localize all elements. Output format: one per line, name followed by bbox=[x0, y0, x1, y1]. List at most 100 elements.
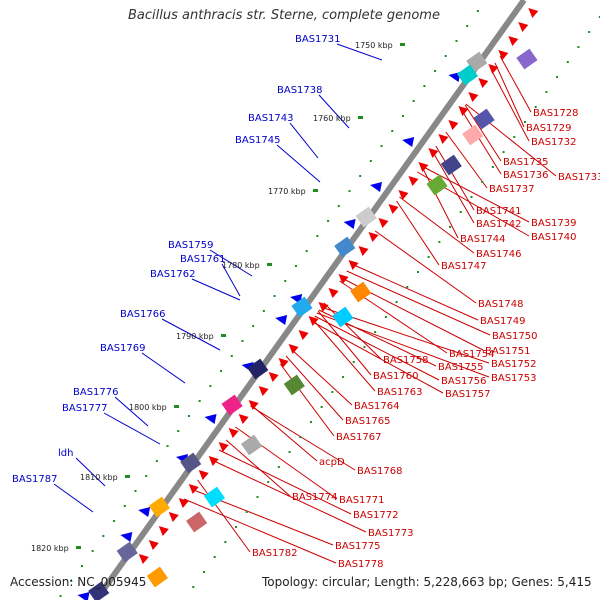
gene-label-left[interactable]: BAS1787 bbox=[12, 474, 58, 485]
forward-gene-arrow[interactable] bbox=[418, 162, 429, 172]
gene-label-right[interactable]: BAS1742 bbox=[476, 219, 522, 230]
gene-label-right[interactable]: BAS1763 bbox=[377, 387, 423, 398]
gene-label-right[interactable]: BAS1767 bbox=[336, 432, 382, 443]
gene-label-right[interactable]: BAS1748 bbox=[478, 299, 524, 310]
forward-gene-arrow[interactable] bbox=[498, 50, 509, 60]
gene-label-left[interactable]: BAS1769 bbox=[100, 343, 146, 354]
forward-gene-arrow[interactable] bbox=[348, 260, 359, 270]
gene-label-right[interactable]: BAS1746 bbox=[476, 249, 522, 260]
forward-gene-arrow[interactable] bbox=[508, 36, 519, 46]
gene-label-right[interactable]: BAS1768 bbox=[357, 466, 403, 477]
reverse-gene-arrow[interactable] bbox=[138, 507, 151, 517]
gene-label-right[interactable]: BAS1755 bbox=[438, 362, 484, 373]
gene-label-left[interactable]: BAS1738 bbox=[277, 85, 323, 96]
forward-gene-arrow[interactable] bbox=[258, 386, 269, 396]
gene-block[interactable] bbox=[462, 124, 484, 146]
gene-block[interactable] bbox=[283, 374, 305, 396]
gene-label-left[interactable]: BAS1776 bbox=[73, 387, 119, 398]
gene-label-left[interactable]: BAS1766 bbox=[120, 309, 166, 320]
reverse-gene-arrow[interactable] bbox=[370, 182, 383, 192]
gene-block[interactable] bbox=[334, 236, 356, 258]
gene-label-left[interactable]: BAS1761 bbox=[180, 254, 226, 265]
gene-label-right[interactable]: BAS1739 bbox=[531, 218, 577, 229]
gene-label-right[interactable]: BAS1744 bbox=[460, 234, 506, 245]
gene-label-right[interactable]: BAS1760 bbox=[373, 371, 419, 382]
forward-gene-arrow[interactable] bbox=[318, 302, 329, 312]
gene-label-right[interactable]: BAS1765 bbox=[345, 416, 391, 427]
gene-label-right[interactable]: BAS1752 bbox=[491, 359, 537, 370]
gene-label-right[interactable]: BAS1772 bbox=[353, 510, 399, 521]
gene-block[interactable] bbox=[180, 452, 202, 474]
forward-gene-arrow[interactable] bbox=[208, 456, 219, 466]
forward-gene-arrow[interactable] bbox=[288, 344, 299, 354]
gene-block[interactable] bbox=[440, 154, 462, 176]
forward-gene-arrow[interactable] bbox=[448, 120, 459, 130]
forward-gene-arrow[interactable] bbox=[528, 8, 539, 18]
forward-gene-arrow[interactable] bbox=[338, 274, 349, 284]
forward-gene-arrow[interactable] bbox=[438, 134, 449, 144]
gene-label-right[interactable]: BAS1774 bbox=[292, 492, 338, 503]
gene-block[interactable] bbox=[88, 581, 110, 600]
forward-gene-arrow[interactable] bbox=[238, 414, 249, 424]
forward-gene-arrow[interactable] bbox=[378, 218, 389, 228]
gene-label-right[interactable]: BAS1775 bbox=[335, 541, 381, 552]
gene-block[interactable] bbox=[116, 541, 138, 563]
gene-label-right[interactable]: BAS1750 bbox=[492, 331, 538, 342]
gene-label-right[interactable]: BAS1753 bbox=[491, 373, 537, 384]
forward-gene-arrow[interactable] bbox=[248, 400, 259, 410]
gene-label-right[interactable]: BAS1736 bbox=[503, 170, 549, 181]
gene-label-right[interactable]: BAS1728 bbox=[533, 108, 579, 119]
gene-label-right[interactable]: acpD bbox=[319, 457, 345, 468]
gene-label-right[interactable]: BAS1747 bbox=[441, 261, 487, 272]
gene-label-right[interactable]: BAS1740 bbox=[531, 232, 577, 243]
gene-block[interactable] bbox=[291, 296, 313, 318]
reverse-gene-arrow[interactable] bbox=[275, 315, 288, 325]
forward-gene-arrow[interactable] bbox=[138, 554, 149, 564]
gene-label-right[interactable]: BAS1764 bbox=[354, 401, 400, 412]
gene-block[interactable] bbox=[473, 108, 495, 130]
forward-gene-arrow[interactable] bbox=[398, 190, 409, 200]
reverse-gene-arrow[interactable] bbox=[120, 532, 133, 542]
gene-label-left[interactable]: BAS1743 bbox=[248, 113, 294, 124]
forward-gene-arrow[interactable] bbox=[188, 484, 199, 494]
forward-gene-arrow[interactable] bbox=[308, 316, 319, 326]
gene-label-right[interactable]: BAS1756 bbox=[441, 376, 487, 387]
gene-label-right[interactable]: BAS1782 bbox=[252, 548, 298, 559]
gene-block[interactable] bbox=[186, 511, 208, 533]
gene-label-left[interactable]: BAS1762 bbox=[150, 269, 196, 280]
forward-gene-arrow[interactable] bbox=[468, 92, 479, 102]
gene-block[interactable] bbox=[355, 206, 377, 228]
gene-label-right[interactable]: BAS1758 bbox=[383, 355, 429, 366]
forward-gene-arrow[interactable] bbox=[428, 148, 439, 158]
forward-gene-arrow[interactable] bbox=[458, 106, 469, 116]
forward-gene-arrow[interactable] bbox=[328, 288, 339, 298]
gene-label-right[interactable]: BAS1751 bbox=[485, 346, 531, 357]
gene-label-left[interactable]: BAS1745 bbox=[235, 135, 281, 146]
forward-gene-arrow[interactable] bbox=[198, 470, 209, 480]
forward-gene-arrow[interactable] bbox=[488, 64, 499, 74]
forward-gene-arrow[interactable] bbox=[178, 498, 189, 508]
forward-gene-arrow[interactable] bbox=[478, 78, 489, 88]
forward-gene-arrow[interactable] bbox=[168, 512, 179, 522]
gene-block[interactable] bbox=[516, 48, 538, 70]
forward-gene-arrow[interactable] bbox=[408, 176, 419, 186]
gene-label-right[interactable]: BAS1733 bbox=[558, 172, 600, 183]
gene-label-right[interactable]: BAS1757 bbox=[445, 389, 491, 400]
gene-label-left[interactable]: BAS1759 bbox=[168, 240, 214, 251]
gene-label-right[interactable]: BAS1741 bbox=[476, 206, 522, 217]
forward-gene-arrow[interactable] bbox=[368, 232, 379, 242]
reverse-gene-arrow[interactable] bbox=[204, 414, 217, 424]
gene-label-right[interactable]: BAS1754 bbox=[449, 349, 495, 360]
gene-block[interactable] bbox=[350, 281, 372, 303]
gene-label-right[interactable]: BAS1749 bbox=[480, 316, 526, 327]
reverse-gene-arrow[interactable] bbox=[77, 592, 90, 600]
forward-gene-arrow[interactable] bbox=[158, 526, 169, 536]
forward-gene-arrow[interactable] bbox=[218, 442, 229, 452]
gene-block[interactable] bbox=[221, 394, 243, 416]
gene-label-right[interactable]: BAS1729 bbox=[526, 123, 572, 134]
gene-block[interactable] bbox=[203, 486, 226, 508]
gene-label-left[interactable]: BAS1777 bbox=[62, 403, 108, 414]
gene-block[interactable] bbox=[148, 496, 170, 518]
forward-gene-arrow[interactable] bbox=[228, 428, 239, 438]
gene-label-right[interactable]: BAS1735 bbox=[503, 157, 549, 168]
